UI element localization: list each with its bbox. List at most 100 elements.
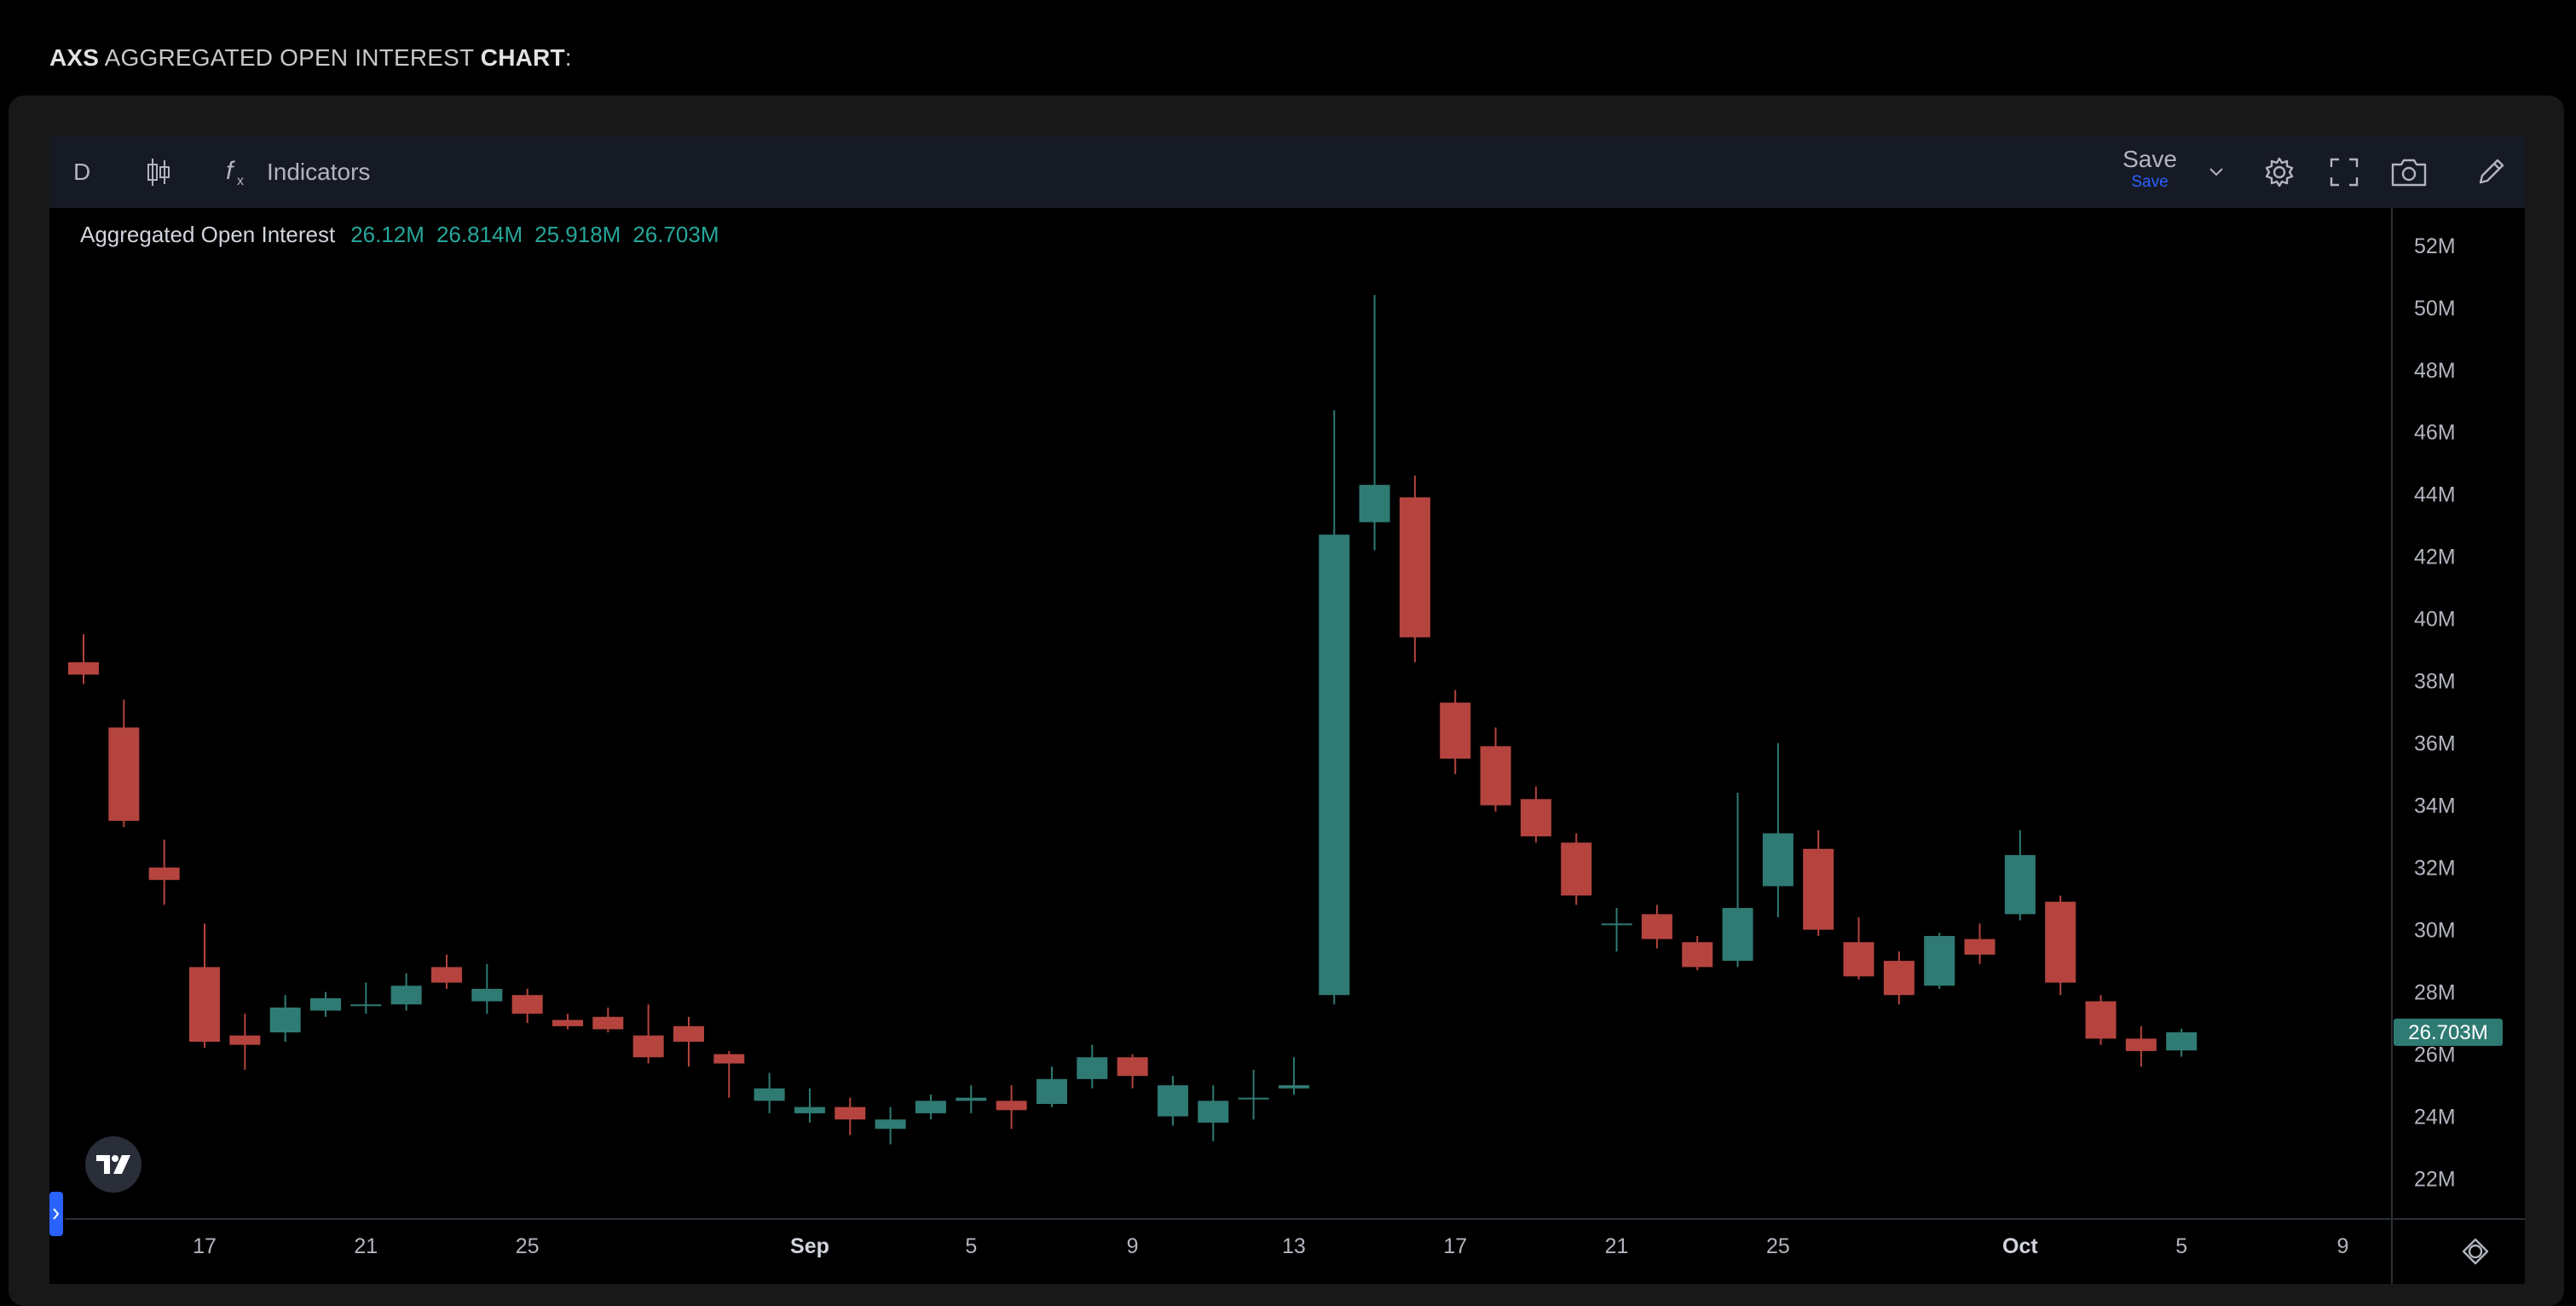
candle [1319,410,1350,1005]
camera-icon[interactable] [2390,136,2428,208]
candle-body [1117,1057,1148,1077]
candle [835,1097,866,1136]
candle-body [592,1016,624,1030]
candle [1924,933,1955,989]
candle-body [1883,961,1915,996]
candle-body [2125,1038,2157,1051]
fullscreen-icon[interactable] [2329,136,2359,208]
candles-icon[interactable] [145,136,172,208]
y-tick-label: 28M [2414,981,2456,1005]
candle [1238,1069,1269,1120]
legend-open: 26.12M [350,222,425,247]
ticker: AXS [49,44,100,71]
candle-body [1520,799,1551,837]
chevron-down-icon[interactable] [2208,136,2225,208]
axis-settings-icon[interactable] [2462,1238,2489,1265]
candle-body [996,1101,1027,1111]
candle-body [673,1026,704,1042]
candle-body [1319,535,1350,996]
title-chart-word: CHART [480,44,565,71]
tradingview-logo[interactable] [85,1136,142,1193]
candle-body [1924,935,1955,986]
y-tick-label: 26M [2414,1043,2456,1067]
candle-body [875,1119,906,1130]
x-tick-label: Oct [2002,1234,2038,1258]
x-tick-label: 9 [2337,1234,2349,1258]
candle-body [1278,1085,1309,1089]
y-tick-label: 44M [2414,483,2456,507]
candle [1036,1066,1067,1107]
x-tick-label: 25 [1766,1234,1790,1258]
candle [1964,923,1996,964]
last-value-marker: 26.703M [2394,1018,2503,1046]
candle-body [148,867,180,881]
candle-body [1722,908,1753,962]
candle [1480,727,1511,812]
candle [511,988,543,1024]
candle [1520,786,1551,843]
candle-body [1682,942,1713,968]
y-tick-label: 24M [2414,1106,2456,1130]
candlestick-chart[interactable]: 52M 50M 48M 46M 44M 42M 40M 38M 36M 34M 32M 30M 28M 2… [65,208,2525,1284]
x-tick-label: 17 [193,1234,217,1258]
legend-label: Aggregated Open Interest [80,222,336,247]
candle-body [1399,497,1430,638]
candle-body [269,1007,301,1033]
candle [1077,1044,1108,1089]
page-title: AXS AGGREGATED OPEN INTEREST CHART: [49,44,572,72]
title-suffix: : [564,44,572,71]
x-tick-label: 5 [965,1234,977,1258]
chart-area[interactable]: 52M 50M 48M 46M 44M 42M 40M 38M 36M 34M 32M 30M 28M 2… [65,208,2525,1284]
last-value-box [2394,1018,2503,1046]
candle [2085,995,2117,1045]
candle-body [1964,939,1996,955]
candle-body [1762,833,1793,887]
candle [592,1007,624,1033]
candle-body [794,1107,825,1113]
save-button[interactable]: Save Save [2116,145,2184,191]
candle [915,1095,946,1120]
candle [1198,1085,1229,1141]
price-axis[interactable]: 52M 50M 48M 46M 44M 42M 40M 38M 36M 34M 32M 30M 28M 2… [2414,234,2456,1192]
candle-body [1440,702,1471,759]
legend-high: 26.814M [436,222,523,247]
y-tick-label: 32M [2414,857,2456,881]
candle [229,1014,261,1070]
candle-body [68,662,100,675]
candle-body [956,1097,987,1101]
candle [68,633,100,685]
y-tick-label: 50M [2414,297,2456,321]
y-tick-label: 36M [2414,732,2456,756]
candle [1359,295,1390,551]
indicators-button[interactable]: Indicators [267,159,371,185]
candle-body [189,967,220,1042]
x-tick-label: 13 [1282,1234,1306,1258]
x-tick-label: Sep [790,1234,829,1258]
candle-body [754,1088,785,1101]
candle [269,995,301,1042]
candle [471,963,503,1014]
candle [713,1050,745,1098]
candle [309,991,341,1017]
x-tick-label: 25 [516,1234,540,1258]
candle [1117,1054,1148,1089]
candle-body [229,1035,261,1045]
candle [1561,833,1592,905]
x-tick-label: 17 [1443,1234,1467,1258]
pane-handle[interactable] [49,1192,63,1236]
candle [189,923,220,1049]
y-tick-label: 38M [2414,670,2456,694]
time-axis[interactable]: 17 21 25 Sep 5 9 13 17 21 25 Oct 5 9 [193,1234,2348,1258]
interval-button[interactable]: D [73,159,91,185]
candle [1803,829,1834,936]
gear-icon[interactable] [2262,136,2296,208]
candle [430,954,462,989]
candle-body [390,985,422,1005]
candle-body [632,1035,664,1058]
svg-text:f: f [226,157,235,185]
candle [1440,690,1471,775]
candle-body [1561,842,1592,896]
draw-icon[interactable] [2475,136,2506,208]
candle-body [2045,901,2076,983]
